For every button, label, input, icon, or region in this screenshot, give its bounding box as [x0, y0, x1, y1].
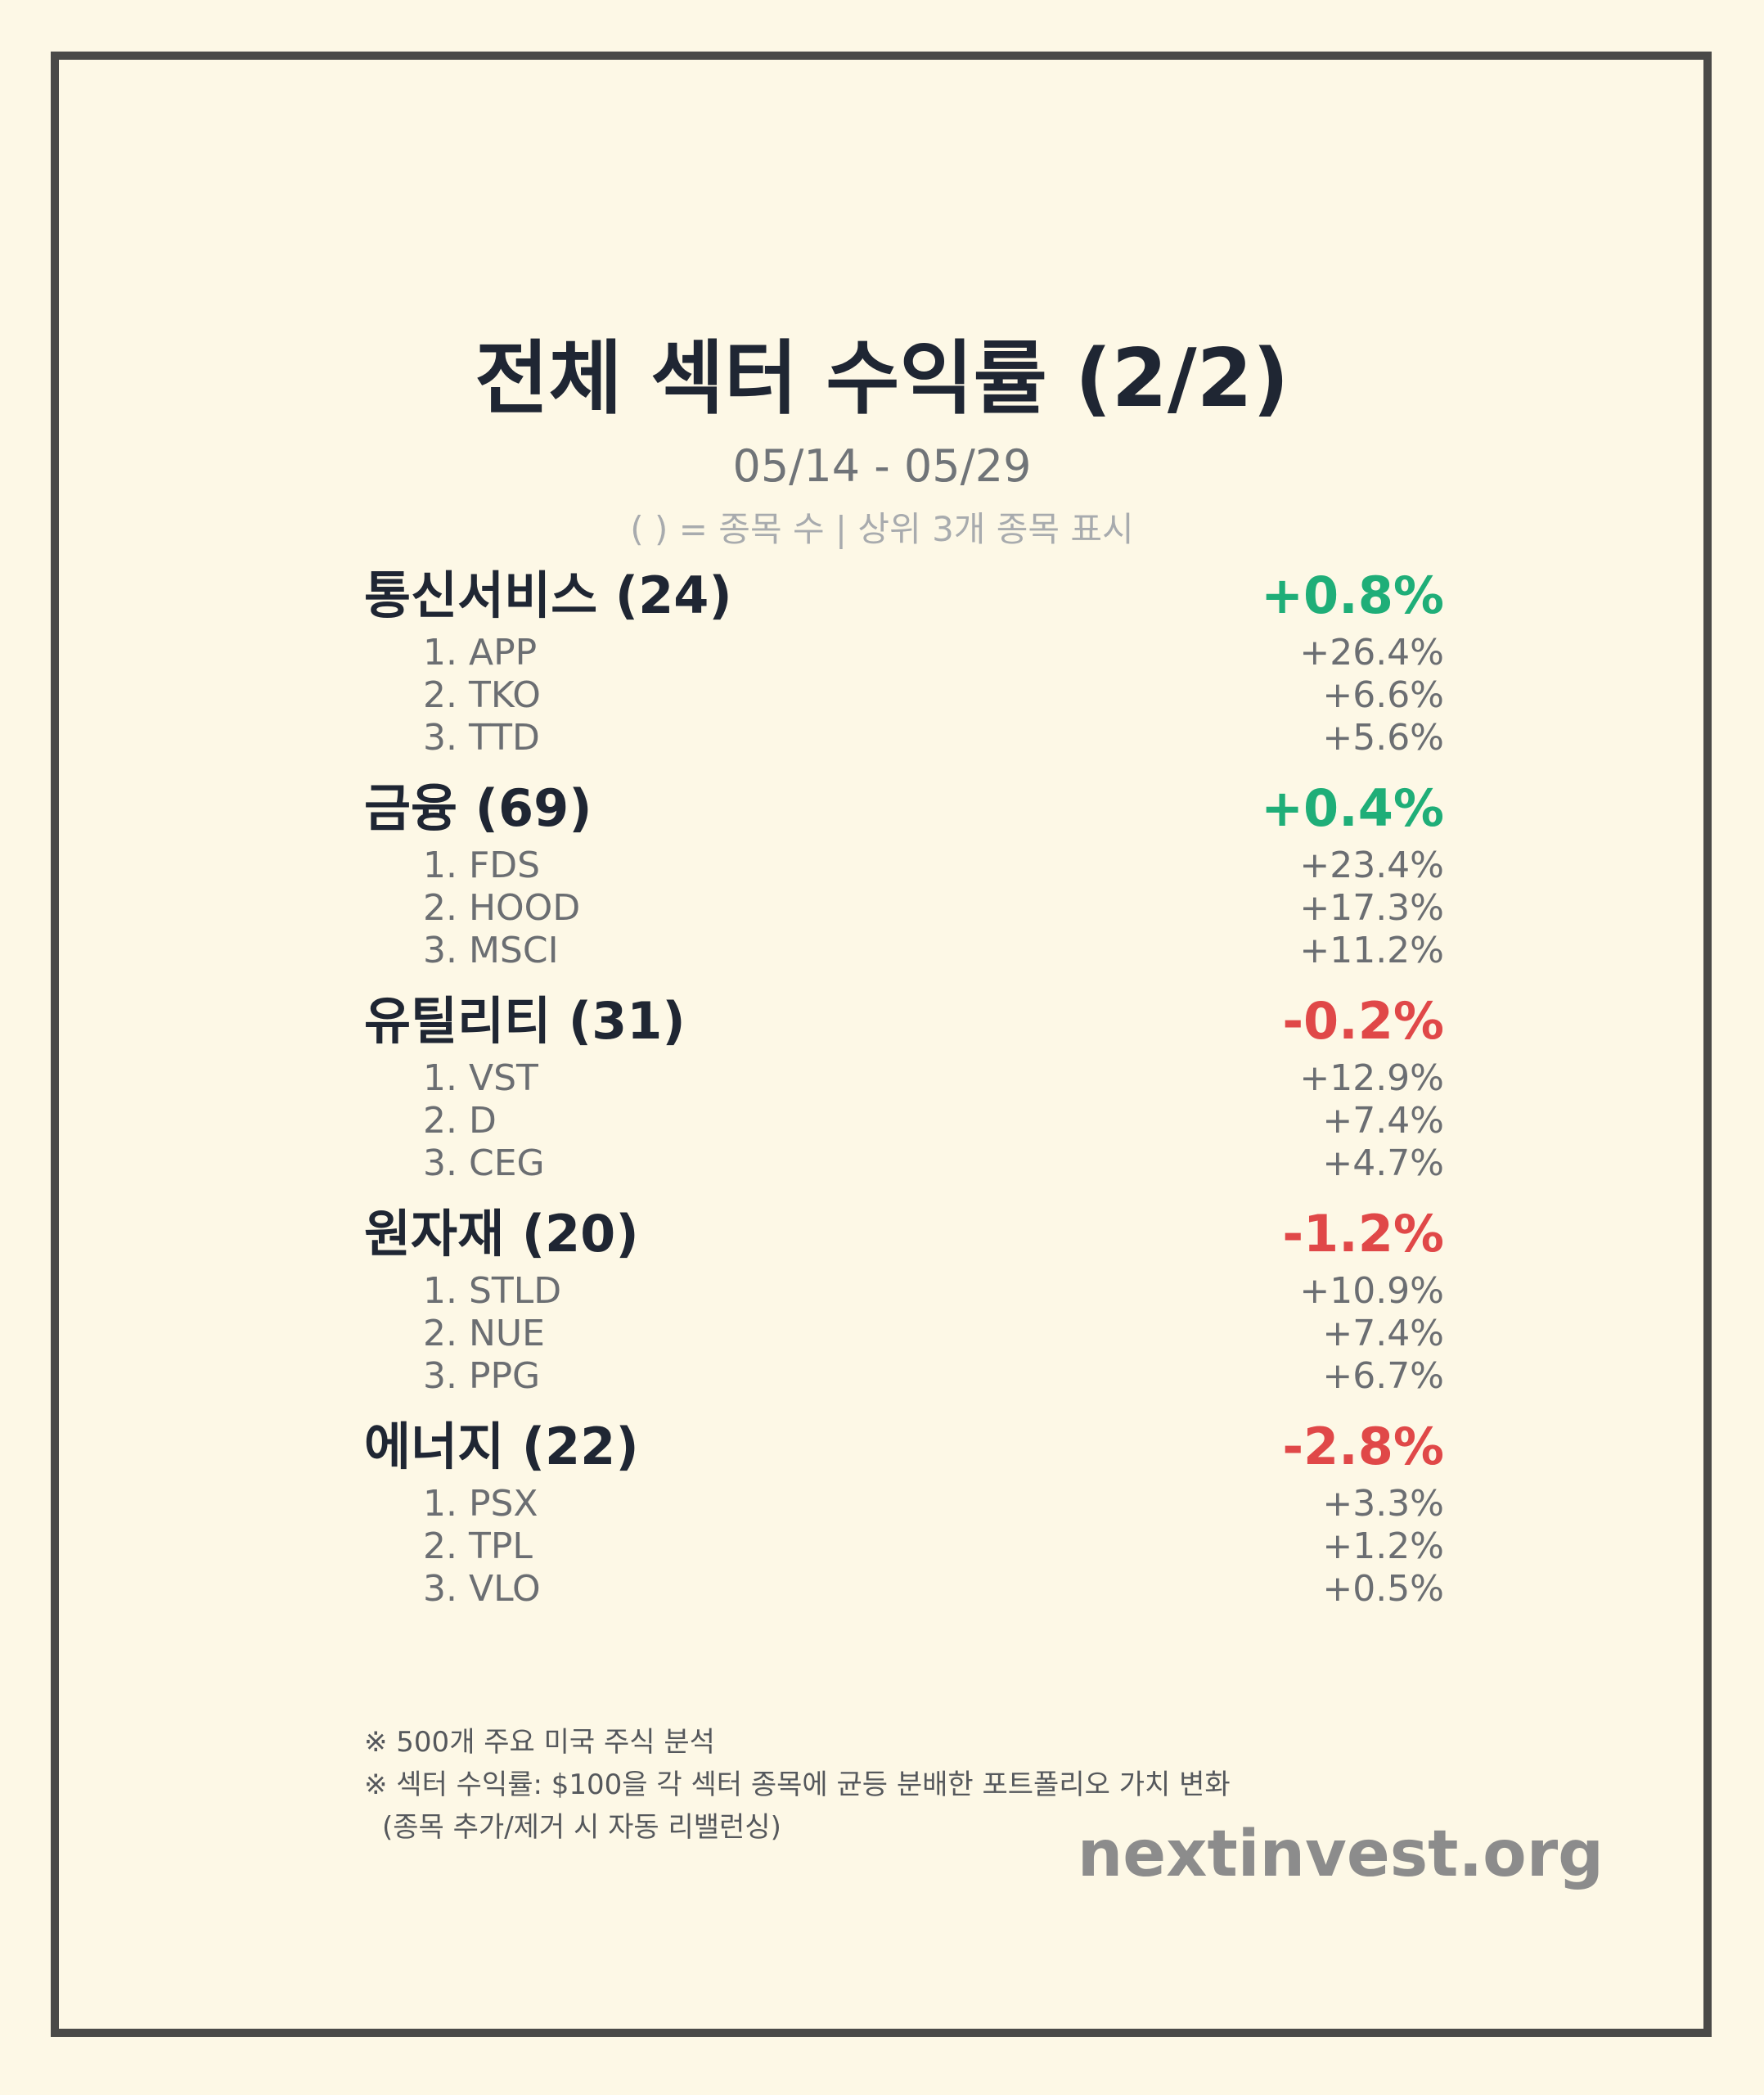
stock-return: +7.4% — [1322, 1313, 1444, 1354]
sector-return: -1.2% — [1282, 1204, 1444, 1264]
stock-return: +10.9% — [1299, 1270, 1444, 1312]
stock-ticker: 1. VST — [423, 1057, 538, 1099]
footnotes: ※ 500개 주요 미국 주식 분석 ※ 섹터 수익률: $100을 각 섹터 … — [364, 1721, 1231, 1849]
sector-return: +0.8% — [1261, 565, 1444, 625]
sector-block: 통신서비스 (24) +0.8% 1. APP +26.4% 2. TKO +6… — [364, 565, 1444, 777]
sector-name: 유틸리티 (31) — [364, 991, 686, 1051]
stock-return: +6.6% — [1322, 674, 1444, 716]
stock-row: 1. PSX +3.3% — [364, 1483, 1444, 1525]
stock-ticker: 2. TKO — [423, 674, 541, 716]
sector-header: 금융 (69) +0.4% — [364, 777, 1444, 845]
stock-ticker: 1. STLD — [423, 1270, 562, 1312]
sector-name: 통신서비스 (24) — [364, 565, 732, 625]
stock-row: 3. VLO +0.5% — [364, 1568, 1444, 1611]
stock-row: 1. VST +12.9% — [364, 1057, 1444, 1100]
stock-return: +26.4% — [1299, 632, 1444, 674]
brand-watermark[interactable]: nextinvest.org — [1077, 1818, 1604, 1891]
stock-return: +3.3% — [1322, 1483, 1444, 1525]
stock-return: +17.3% — [1299, 887, 1444, 929]
stock-return: +5.6% — [1322, 717, 1444, 759]
stock-ticker: 1. FDS — [423, 845, 541, 886]
stock-row: 3. TTD +5.6% — [364, 717, 1444, 759]
stock-ticker: 3. PPG — [423, 1355, 541, 1397]
stock-ticker: 3. VLO — [423, 1568, 541, 1610]
stock-row: 1. APP +26.4% — [364, 632, 1444, 674]
sector-block: 에너지 (22) -2.8% 1. PSX +3.3% 2. TPL +1.2%… — [364, 1416, 1444, 1629]
sector-header: 통신서비스 (24) +0.8% — [364, 565, 1444, 632]
stock-row: 3. CEG +4.7% — [364, 1142, 1444, 1185]
stock-row: 3. MSCI +11.2% — [364, 930, 1444, 972]
stock-row: 2. D +7.4% — [364, 1100, 1444, 1142]
sector-return: -2.8% — [1282, 1417, 1444, 1476]
stock-return: +23.4% — [1299, 845, 1444, 886]
stock-ticker: 3. TTD — [423, 717, 540, 759]
sector-header: 에너지 (22) -2.8% — [364, 1416, 1444, 1483]
period-range: 05/14 - 05/29 — [732, 440, 1032, 492]
footnote: (종목 추가/제거 시 자동 리밸런싱) — [382, 1811, 781, 1844]
page-title: 전체 섹터 수익률 (2/2) — [475, 332, 1289, 426]
sector-return: +0.4% — [1261, 778, 1444, 838]
stock-row: 1. STLD +10.9% — [364, 1270, 1444, 1313]
sector-name: 금융 (69) — [364, 778, 592, 838]
legend-note: ( ) = 종목 수 | 상위 3개 종목 표시 — [630, 509, 1134, 549]
sector-block: 금융 (69) +0.4% 1. FDS +23.4% 2. HOOD +17.… — [364, 777, 1444, 990]
stock-ticker: 2. D — [423, 1100, 497, 1142]
sector-block: 원자재 (20) -1.2% 1. STLD +10.9% 2. NUE +7.… — [364, 1203, 1444, 1416]
stock-ticker: 3. CEG — [423, 1142, 545, 1184]
stock-return: +11.2% — [1299, 930, 1444, 971]
stock-ticker: 2. NUE — [423, 1313, 545, 1354]
stock-return: +4.7% — [1322, 1142, 1444, 1184]
card-frame — [51, 52, 1712, 2037]
sector-header: 유틸리티 (31) -0.2% — [364, 990, 1444, 1057]
stock-row: 2. TKO +6.6% — [364, 674, 1444, 717]
stock-ticker: 2. TPL — [423, 1525, 533, 1567]
stock-row: 1. FDS +23.4% — [364, 845, 1444, 887]
stock-ticker: 1. APP — [423, 632, 538, 674]
sector-header: 원자재 (20) -1.2% — [364, 1203, 1444, 1270]
sector-list: 통신서비스 (24) +0.8% 1. APP +26.4% 2. TKO +6… — [364, 565, 1444, 1629]
sector-block: 유틸리티 (31) -0.2% 1. VST +12.9% 2. D +7.4%… — [364, 990, 1444, 1203]
sector-return: -0.2% — [1282, 991, 1444, 1051]
stock-return: +0.5% — [1322, 1568, 1444, 1610]
stock-row: 2. NUE +7.4% — [364, 1313, 1444, 1355]
stock-row: 2. HOOD +17.3% — [364, 887, 1444, 930]
stock-return: +6.7% — [1322, 1355, 1444, 1397]
stock-row: 2. TPL +1.2% — [364, 1525, 1444, 1568]
stock-ticker: 1. PSX — [423, 1483, 538, 1525]
stock-ticker: 3. MSCI — [423, 930, 559, 971]
footnote: ※ 섹터 수익률: $100을 각 섹터 종목에 균등 분배한 포트폴리오 가치… — [364, 1768, 1231, 1801]
sector-name: 에너지 (22) — [364, 1417, 639, 1476]
stock-return: +1.2% — [1322, 1525, 1444, 1567]
stock-ticker: 2. HOOD — [423, 887, 581, 929]
stock-return: +7.4% — [1322, 1100, 1444, 1142]
stock-return: +12.9% — [1299, 1057, 1444, 1099]
stock-row: 3. PPG +6.7% — [364, 1355, 1444, 1398]
footnote: ※ 500개 주요 미국 주식 분석 — [364, 1726, 715, 1759]
sector-name: 원자재 (20) — [364, 1204, 639, 1264]
